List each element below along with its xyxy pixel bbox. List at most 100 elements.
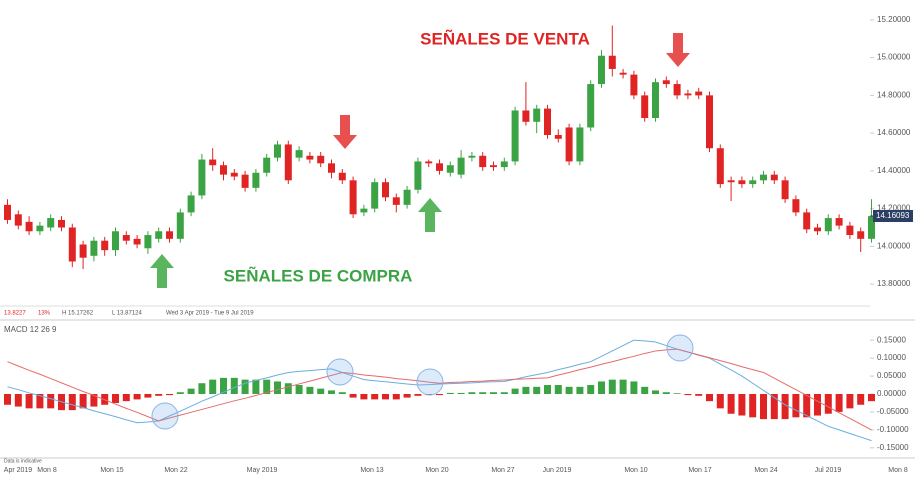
histogram-bar	[662, 392, 670, 394]
histogram-bar	[414, 394, 422, 396]
histogram-bar	[727, 394, 735, 414]
candle-body	[436, 163, 443, 171]
candle-body	[490, 165, 497, 168]
last-price-label: 14.16093	[876, 211, 910, 220]
histogram-bar	[317, 388, 325, 394]
y-tick-label: 0.05000	[877, 371, 906, 380]
candle-body	[317, 155, 325, 164]
candle-body	[792, 199, 800, 213]
candle-body	[868, 216, 875, 239]
x-tick-label: Mon 15	[100, 467, 123, 474]
candle-body	[738, 180, 746, 185]
sell-arrow	[333, 115, 357, 149]
candle-body	[619, 72, 627, 75]
candle-body	[846, 225, 854, 236]
candle-body	[652, 82, 659, 119]
histogram-bar	[457, 392, 465, 394]
x-tick-label: Apr 2019	[4, 467, 33, 474]
histogram-bar	[306, 386, 314, 394]
histogram-bar	[155, 394, 163, 396]
histogram-bar	[392, 394, 400, 400]
candle-body	[662, 80, 670, 85]
candle-body	[187, 195, 195, 213]
histogram-bar	[79, 394, 87, 409]
sell-annotation: SEÑALES DE VENTA	[420, 28, 590, 48]
x-tick-label: Mon 17	[688, 467, 711, 474]
highlight-circle	[416, 368, 444, 396]
histogram-bar	[598, 381, 605, 394]
histogram-bar	[349, 394, 357, 398]
histogram-bar	[544, 385, 551, 394]
candle-body	[468, 155, 476, 158]
histogram-bar	[760, 394, 767, 420]
candle-body	[824, 218, 832, 232]
buy-annotation: SEÑALES DE COMPRA	[224, 265, 413, 285]
candle-body	[349, 180, 357, 215]
candle-body	[252, 172, 260, 188]
histogram-bar	[608, 379, 616, 394]
candle-body	[554, 135, 562, 139]
histogram-bar	[133, 394, 141, 400]
histogram-bar	[490, 392, 497, 394]
info-text: H 15.17262	[62, 311, 94, 317]
histogram-bar	[554, 385, 562, 394]
info-text: 13%	[38, 311, 51, 317]
histogram-bar	[241, 379, 249, 394]
histogram-bar	[857, 394, 865, 405]
y-tick-label: -0.15000	[877, 443, 909, 452]
candle-body	[716, 148, 724, 185]
histogram-bar	[684, 394, 692, 396]
candle-body	[176, 212, 184, 239]
candle-body	[166, 231, 173, 239]
macd-line	[7, 348, 872, 431]
histogram-bar	[263, 379, 271, 394]
histogram-bar	[522, 386, 530, 394]
histogram-bar	[868, 394, 875, 402]
candle-body	[36, 225, 44, 232]
candle-body	[284, 144, 292, 181]
y-tick-label: 14.00000	[877, 241, 911, 250]
histogram-bar	[468, 392, 476, 394]
histogram-bar	[176, 392, 184, 394]
histogram-bar	[209, 379, 217, 394]
histogram-bar	[436, 394, 443, 396]
candle-body	[533, 108, 541, 122]
histogram-bar	[576, 386, 584, 394]
histogram-bar	[230, 377, 238, 394]
histogram-bar	[360, 394, 368, 400]
x-tick-label: Mon 20	[425, 467, 448, 474]
candle-body	[803, 212, 811, 230]
candle-body	[500, 161, 508, 168]
candle-body	[479, 155, 487, 168]
candle-body	[673, 84, 681, 96]
candle-body	[306, 155, 314, 160]
histogram-bar	[68, 394, 76, 411]
candle-body	[641, 95, 649, 119]
x-tick-label: Mon 27	[491, 467, 514, 474]
candle-body	[133, 238, 141, 245]
y-tick-label: 15.20000	[877, 15, 911, 24]
histogram-bar	[652, 390, 659, 394]
candle-body	[230, 172, 238, 177]
last-price-tag	[873, 209, 913, 222]
histogram-bar	[835, 394, 843, 412]
y-tick-label: 13.80000	[877, 279, 911, 288]
candle-body	[4, 204, 11, 220]
highlight-circle	[151, 402, 179, 430]
candle-body	[544, 108, 551, 136]
histogram-bar	[479, 392, 487, 394]
candle-body	[68, 227, 76, 262]
info-text: 13.8227	[4, 311, 26, 317]
histogram-bar	[738, 394, 746, 416]
candle-body	[241, 174, 249, 188]
candle-body	[684, 93, 692, 96]
highlight-circle	[666, 334, 694, 362]
candle-body	[446, 165, 454, 173]
x-tick-label: Mon 13	[360, 467, 383, 474]
candle-body	[511, 110, 519, 162]
histogram-bar	[25, 394, 33, 409]
histogram-bar	[328, 390, 335, 394]
candle-body	[695, 91, 703, 96]
candle-body	[371, 182, 379, 209]
